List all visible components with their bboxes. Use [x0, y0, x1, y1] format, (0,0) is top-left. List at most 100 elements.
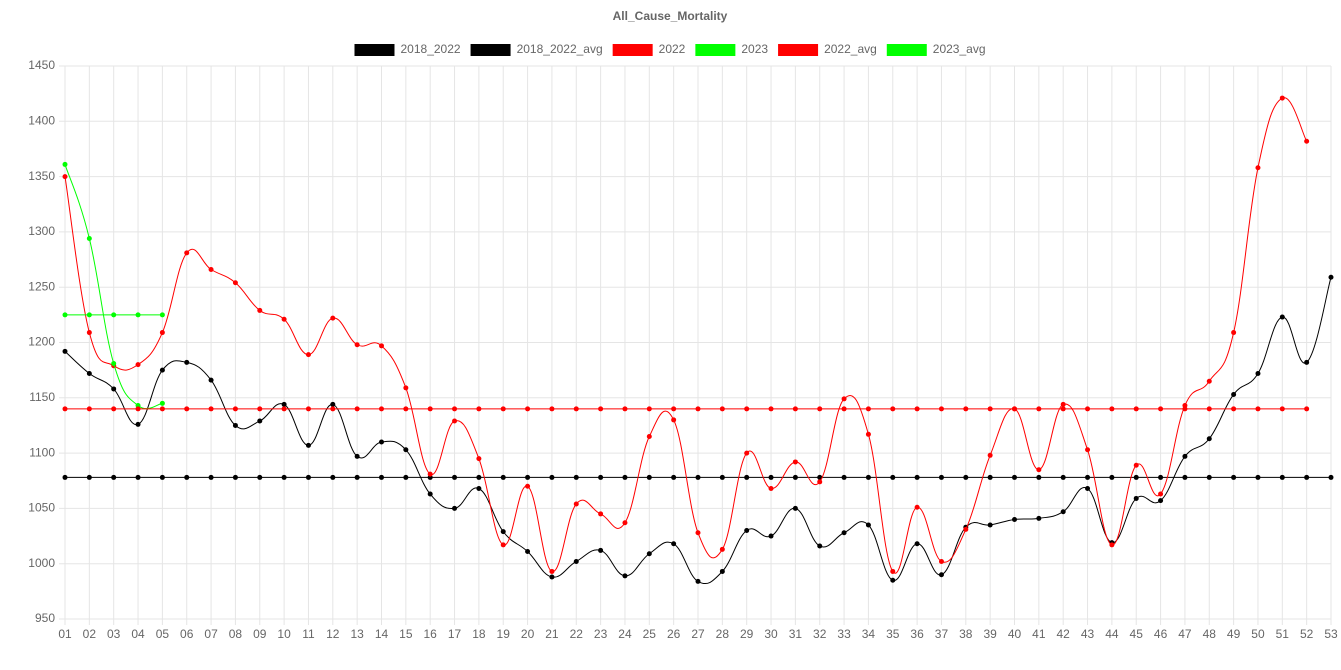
data-point: [1231, 406, 1237, 412]
data-point: [257, 474, 263, 480]
data-point: [403, 406, 409, 412]
data-point: [135, 421, 141, 427]
x-tick-label: 27: [691, 627, 705, 641]
x-tick-label: 29: [740, 627, 754, 641]
data-point: [1279, 474, 1285, 480]
data-point: [865, 431, 871, 437]
data-point: [379, 343, 384, 349]
series-line: [64, 164, 163, 410]
data-point: [1279, 95, 1285, 101]
data-point: [1182, 453, 1188, 459]
legend-label: 2022_avg: [824, 42, 877, 56]
legend-swatch: [612, 44, 653, 56]
x-tick-label: 12: [326, 627, 340, 641]
data-point: [1158, 474, 1164, 480]
x-tick-label: 35: [886, 627, 900, 641]
data-point: [1255, 165, 1261, 171]
data-point: [1158, 406, 1164, 412]
data-point: [452, 474, 458, 480]
data-point: [330, 406, 336, 412]
x-tick-label: 53: [1324, 627, 1338, 641]
data-point: [963, 474, 969, 480]
data-point: [111, 312, 117, 318]
data-point: [1133, 406, 1139, 412]
data-point: [184, 474, 190, 480]
data-point: [671, 474, 677, 480]
data-point: [841, 530, 847, 536]
data-point: [86, 312, 92, 318]
data-point: [281, 316, 287, 322]
data-point: [208, 406, 214, 412]
data-point: [1255, 370, 1261, 376]
y-tick-label: 1250: [28, 279, 55, 293]
x-tick-label: 25: [643, 627, 657, 641]
x-tick-label: 40: [1008, 627, 1022, 641]
data-point: [525, 483, 531, 489]
data-point: [719, 546, 725, 552]
data-point: [573, 474, 579, 480]
data-point: [427, 471, 433, 477]
legend-label: 2022: [659, 42, 686, 56]
data-point: [62, 161, 68, 167]
data-point: [622, 406, 628, 412]
data-point: [768, 533, 774, 539]
x-tick-label: 26: [667, 627, 681, 641]
data-point: [476, 485, 482, 491]
x-tick-label: 19: [497, 627, 511, 641]
data-point: [427, 406, 433, 412]
x-tick-label: 17: [448, 627, 462, 641]
y-tick-label: 950: [35, 611, 55, 625]
data-point: [232, 474, 238, 480]
x-tick-label: 31: [789, 627, 803, 641]
data-point: [549, 574, 555, 580]
y-tick-label: 1100: [29, 445, 55, 459]
data-point: [646, 551, 652, 557]
x-tick-label: 41: [1032, 627, 1046, 641]
data-point: [62, 174, 68, 180]
data-point: [719, 406, 725, 412]
data-point: [598, 406, 604, 412]
data-point: [890, 577, 896, 583]
data-point: [281, 406, 287, 412]
x-tick-label: 44: [1105, 627, 1119, 641]
data-point: [159, 367, 165, 373]
data-point: [62, 312, 68, 318]
data-point: [817, 543, 823, 549]
x-tick-label: 22: [570, 627, 584, 641]
data-point: [1012, 474, 1017, 480]
data-point: [379, 439, 384, 445]
data-point: [1158, 491, 1164, 497]
x-tick-label: 21: [545, 627, 559, 641]
data-point: [695, 406, 701, 412]
data-point: [305, 352, 311, 358]
x-tick-label: 08: [229, 627, 243, 641]
data-point: [232, 280, 238, 286]
data-point: [159, 474, 165, 480]
data-point: [184, 359, 190, 365]
data-point: [330, 401, 336, 407]
data-point: [427, 491, 433, 497]
data-point: [135, 312, 141, 318]
data-point: [354, 342, 360, 348]
data-point: [184, 250, 190, 256]
data-point: [1255, 474, 1261, 480]
y-tick-label: 1000: [28, 556, 55, 570]
data-point: [1133, 462, 1139, 468]
x-tick-label: 47: [1178, 627, 1192, 641]
data-point: [841, 406, 847, 412]
data-point: [914, 474, 920, 480]
data-point: [1328, 474, 1334, 480]
legend-swatch: [778, 44, 819, 56]
data-point: [500, 474, 506, 480]
data-point: [500, 529, 506, 535]
data-point: [159, 312, 165, 318]
data-point: [695, 530, 701, 536]
x-tick-label: 52: [1300, 627, 1314, 641]
data-point: [1231, 391, 1237, 397]
data-point: [1012, 516, 1017, 522]
data-point: [476, 406, 482, 412]
data-point: [987, 474, 993, 480]
data-point: [184, 406, 190, 412]
data-point: [1304, 406, 1310, 412]
data-point: [768, 474, 774, 480]
